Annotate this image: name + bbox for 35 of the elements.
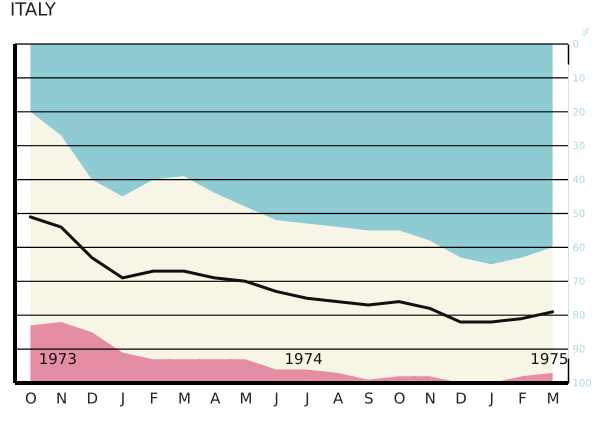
x-tick-label: N — [56, 390, 68, 408]
x-tick-label: O — [394, 390, 406, 408]
x-tick-label: F — [149, 390, 158, 408]
x-tick-label: J — [273, 390, 279, 408]
y-tick-label: 100 — [572, 378, 592, 390]
x-tick-label: M — [239, 390, 252, 408]
y-tick-label: 80 — [572, 310, 586, 322]
x-tick-label: F — [518, 390, 527, 408]
x-tick-label: M — [546, 390, 560, 408]
line-series — [28, 215, 554, 324]
annotation: 1974 — [284, 350, 323, 368]
x-tick-label: S — [364, 390, 374, 408]
y-tick-label: 40 — [572, 175, 586, 186]
y-tick-label: 0 — [572, 40, 579, 50]
x-tick-label: M — [178, 390, 191, 408]
y-tick-label: 10 — [572, 73, 586, 84]
x-tick-label: D — [86, 390, 98, 408]
x-tick-label: A — [210, 390, 222, 408]
x-tick-label: J — [304, 390, 310, 408]
x-tick-label: J — [488, 390, 494, 408]
y-tick-label: 60 — [572, 242, 586, 254]
y-tick-label: 50 — [572, 209, 586, 220]
y-tick-label: 30 — [572, 141, 586, 152]
x-tick-label: N — [424, 390, 436, 408]
annotation: 1973 — [38, 350, 77, 368]
y-tick-label: 20 — [572, 107, 586, 118]
y-tick-label: 90 — [572, 344, 586, 356]
x-tick-label: D — [455, 390, 467, 408]
x-tick-label: A — [332, 390, 344, 408]
x-tick-label: J — [120, 390, 126, 408]
x-tick-label: O — [24, 390, 37, 408]
chart-title: ITALY — [10, 0, 57, 21]
y-tick-label: 70 — [572, 276, 586, 288]
annotation: 1975 — [530, 350, 568, 368]
y-axis-title: % — [582, 27, 592, 36]
